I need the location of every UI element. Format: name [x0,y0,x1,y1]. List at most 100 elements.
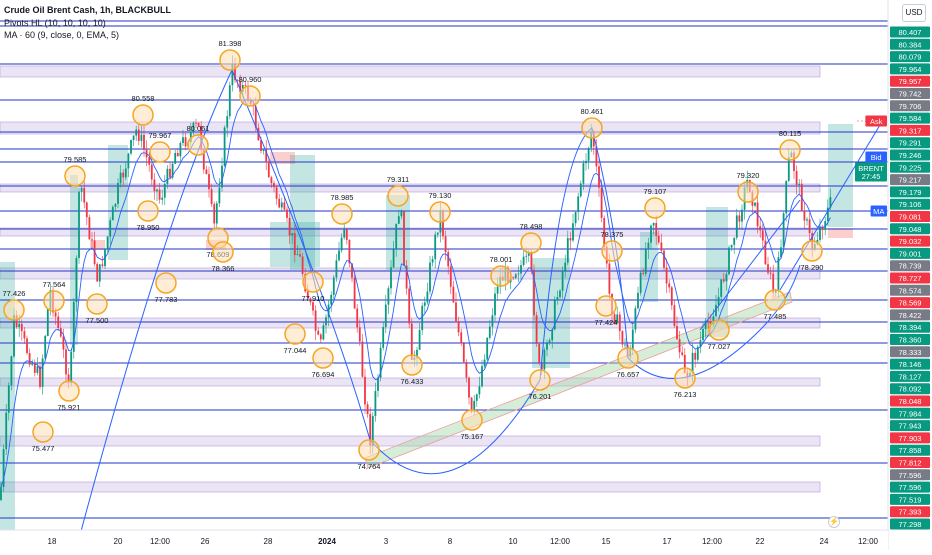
sr-zone [0,435,821,447]
candle-body [699,340,702,348]
candle-body [312,302,314,311]
candle-body [117,182,119,204]
time-tick-label: 12:00 [702,537,723,546]
price-tick-label: 78.048 [899,397,922,406]
candle-body [262,149,265,151]
pivot-circle [461,409,483,431]
candle-body [390,267,392,289]
candle-body [795,171,798,185]
price-tick-label: 77.596 [899,471,922,480]
candle-body [163,183,166,198]
candle-body [546,343,548,350]
candle-body [361,341,364,377]
price-tick-label: 77.903 [899,434,922,443]
pivot-label: 77.044 [284,346,307,355]
price-tick-label: 79.957 [899,77,922,86]
candle-body [421,305,424,331]
candle-body [660,242,663,251]
pivots-indicator-label[interactable]: Pivots HL (10, 10, 10, 10) [4,18,106,28]
candle-body [595,146,598,167]
candle-body [787,157,790,181]
price-tick-label: 79.032 [899,237,922,246]
candle-body [236,80,239,82]
candle-body [642,272,645,274]
pivot-circle [58,380,80,402]
candle-body [327,304,330,318]
candle-body [553,300,556,330]
candle-body [772,273,775,293]
candle-body [228,85,231,117]
price-tick-label: 80.384 [899,40,922,49]
ma-indicator-label[interactable]: MA · 60 (9, close, 0, EMA, 5) [4,30,120,40]
lightning-icon[interactable]: ⚡ [828,516,840,528]
candle-body [44,335,47,359]
candle-body [345,229,348,240]
price-tick-label: 78.333 [899,348,922,357]
candle-body [18,323,21,328]
candle-body [283,202,286,210]
candle-body [725,274,728,282]
candle-body [717,296,720,305]
candle-body [707,320,710,323]
candle-body [478,386,481,395]
drawn-curve [231,69,541,475]
candle-body [392,249,395,268]
price-tick-badge [890,63,930,75]
price-tick-label: 80.079 [899,53,922,62]
candle-body [239,80,242,92]
pivot-label: 75.167 [461,432,484,441]
candle-body [761,230,764,241]
candle-body [514,274,517,279]
candle-body [382,327,385,348]
candle-body [681,352,684,356]
candle-body [226,116,229,128]
time-tick-label: 12:00 [550,537,571,546]
candle-body [351,263,353,278]
candle-body [135,129,138,136]
candle-body [340,237,343,251]
candle-body [208,174,210,190]
candle-body [195,122,197,124]
time-tick-label: 12:00 [858,537,879,546]
candle-body [182,137,184,144]
pivot-label: 76.433 [401,377,424,386]
candle-body [119,172,122,183]
candle-body [462,343,465,363]
price-tag-label: BRENT [858,164,884,173]
candle-body [735,215,738,238]
candle-body [722,279,725,282]
price-tick-badge [890,100,930,112]
candle-body [634,308,637,330]
candle-body [158,189,161,200]
price-tick-label: 79.179 [899,188,922,197]
candle-body [132,135,135,141]
currency-button[interactable]: USD [902,4,926,22]
position-box [640,232,658,302]
candle-body [663,250,665,268]
candle-body [457,321,460,333]
candle-body [150,164,153,180]
pivot-label: 77.424 [595,318,618,327]
candle-body [137,129,140,141]
candle-body [114,203,117,207]
pivot-label: 78.001 [490,255,513,264]
position-box [828,228,853,238]
candle-body [468,377,470,398]
candle-body [759,226,762,231]
candle-body [579,183,582,197]
price-tick-label: 79.291 [899,139,922,148]
candle-body [793,152,795,172]
candle-body [169,168,171,178]
candle-body [330,294,333,305]
price-tick-label: 79.706 [899,102,922,111]
time-tick-label: 3 [384,537,389,546]
pivot-label: 81.398 [219,39,242,48]
candle-body [314,310,317,331]
sr-zone [0,121,821,135]
time-tick-label: 17 [663,537,672,546]
candle-body [369,413,372,446]
candle-body [143,134,145,150]
candle-body [332,277,335,295]
